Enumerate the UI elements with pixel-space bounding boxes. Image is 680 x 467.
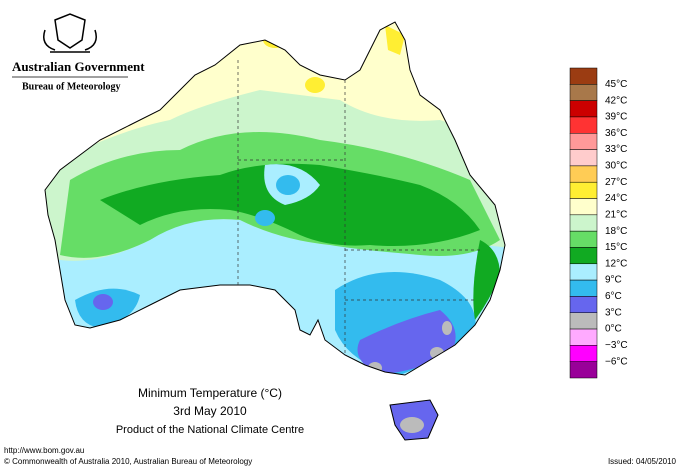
map-credit: Product of the National Climate Centre (116, 424, 304, 436)
footer-url[interactable]: http://www.bom.gov.au (4, 446, 84, 455)
legend-swatch (569, 328, 598, 346)
legend-label: 12°C (605, 258, 627, 269)
legend-label: 42°C (605, 95, 627, 106)
legend-label: 6°C (605, 291, 622, 302)
legend-label: 45°C (605, 79, 627, 90)
legend-swatch (569, 345, 598, 362)
legend-label: −6°C (605, 356, 628, 367)
legend-swatch (569, 247, 598, 265)
legend-label: 27°C (605, 177, 627, 188)
legend-label: 21°C (605, 209, 627, 220)
legend-swatch (569, 165, 598, 183)
legend-swatch (569, 296, 598, 313)
legend-swatch (569, 312, 598, 330)
legend-swatch (569, 181, 598, 199)
legend-label: 33°C (605, 144, 627, 155)
legend-swatch (569, 116, 598, 134)
legend-label: −3°C (605, 340, 628, 351)
legend-swatch (569, 67, 598, 85)
legend-label: 30°C (605, 161, 627, 172)
legend-swatch (569, 84, 598, 101)
coastline (44, 21, 506, 376)
legend-label: 18°C (605, 226, 627, 237)
legend-label: 3°C (605, 307, 622, 318)
map-title: Minimum Temperature (°C) (138, 386, 282, 400)
footer-issued: Issued: 04/05/2010 (608, 457, 677, 466)
tasmania-cold (400, 417, 424, 433)
legend-swatch (569, 100, 598, 118)
government-name: Australian Government (12, 59, 145, 74)
legend-label: 36°C (605, 128, 627, 139)
legend-swatch (569, 279, 598, 297)
legend-label: 39°C (605, 112, 627, 123)
legend-label: 9°C (605, 275, 622, 286)
emblem (43, 13, 97, 53)
legend-swatch (569, 149, 598, 167)
map-date: 3rd May 2010 (173, 404, 247, 418)
legend-swatch (569, 230, 598, 248)
legend-swatch (569, 361, 598, 379)
legend-label: 0°C (605, 324, 622, 335)
legend-label: 24°C (605, 193, 627, 204)
footer-copyright: © Commonwealth of Australia 2010, Austra… (4, 457, 252, 466)
legend-label: 15°C (605, 242, 627, 253)
legend-swatch (569, 133, 598, 150)
legend-swatch (569, 198, 598, 216)
legend-swatch (569, 263, 598, 281)
agency-name: Bureau of Meteorology (22, 81, 121, 92)
legend-swatch (569, 214, 598, 232)
legend: 45°C 42°C 39°C 36°C 33°C 30°C 27°C 24°C 21°C 18°C… (569, 67, 628, 379)
